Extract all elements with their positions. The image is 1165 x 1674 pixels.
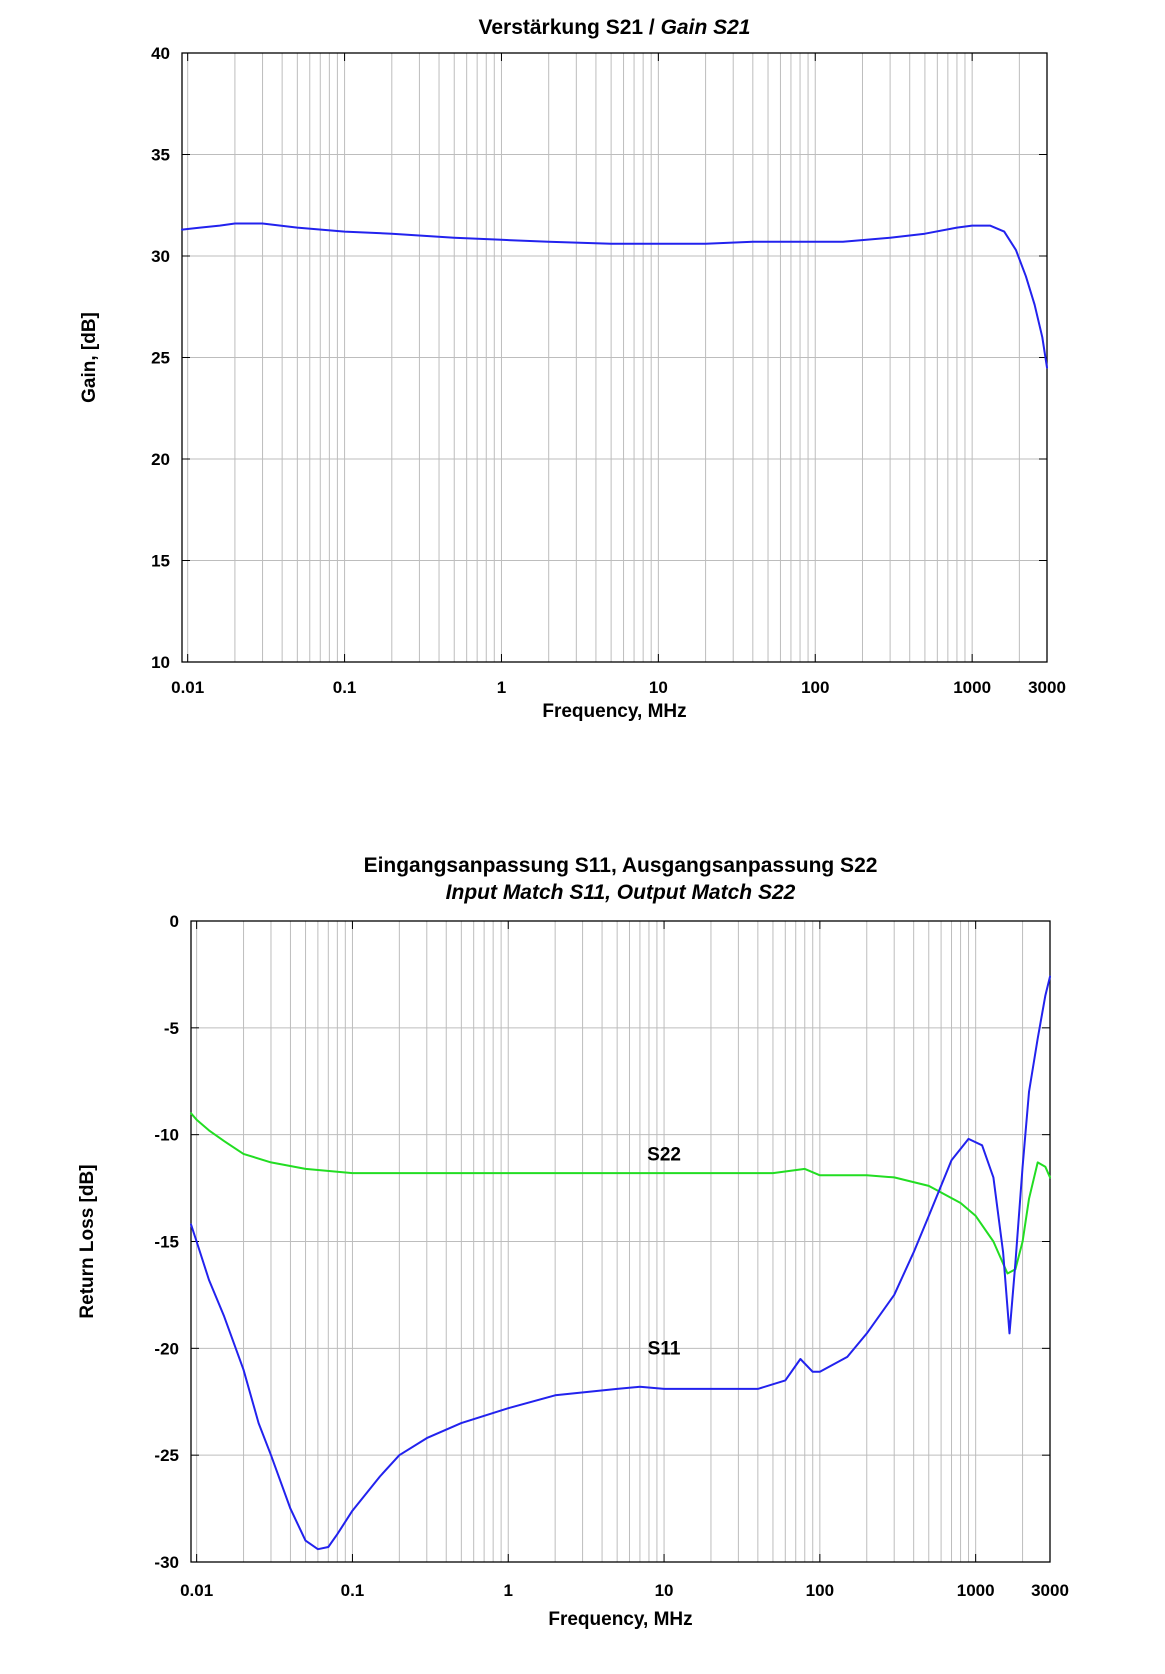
x-tick-label: 1000: [957, 1581, 995, 1600]
grid: [182, 52, 1048, 663]
y-tick-label: 10: [151, 653, 170, 672]
grid: [191, 920, 1051, 1563]
chart-1: Verstärkung S21 / Gain S21 10 15 20 25 30 35 40…: [79, 16, 1066, 722]
x-tick-label: 3000: [1031, 1581, 1069, 1600]
x-tick-label: 0.1: [333, 678, 357, 697]
y-tick-label: 25: [151, 349, 170, 368]
series-label-s11: S11: [648, 1339, 681, 1360]
x-axis-label: Frequency, MHz: [542, 701, 686, 722]
chart-title: Verstärkung S21 / Gain S21: [479, 16, 751, 39]
y-tick-label: 20: [151, 450, 170, 469]
chart-title-main: Verstärkung S21 /: [479, 16, 661, 39]
y-tick-label: 0: [170, 912, 179, 931]
x-tick-label: 100: [806, 1581, 834, 1600]
chart-2: Eingangsanpassung S11, Ausgangsanpassung…: [77, 854, 1069, 1630]
y-tick-label: -5: [164, 1019, 179, 1038]
y-tick-label: -25: [154, 1446, 179, 1465]
x-tick-label: 100: [801, 678, 829, 697]
y-tick-label: 30: [151, 247, 170, 266]
chart-title-main: Eingangsanpassung S11, Ausgangsanpassung…: [364, 854, 878, 877]
chart-subtitle: Input Match S11, Output Match S22: [446, 881, 796, 904]
y-tick-label: -10: [154, 1126, 179, 1145]
chart-title: Eingangsanpassung S11, Ausgangsanpassung…: [364, 854, 878, 877]
x-tick-label: 10: [649, 678, 668, 697]
series-line-gain: [181, 222, 1048, 369]
series-label-s22: S22: [647, 1144, 681, 1165]
y-tick-label: 35: [151, 146, 170, 165]
y-tick-label: 40: [151, 44, 170, 63]
y-tick-label: 15: [151, 552, 170, 571]
x-tick-label: 1: [497, 678, 506, 697]
x-tick-label: 0.01: [171, 678, 204, 697]
series-line-s22: [190, 1112, 1051, 1275]
y-axis-label: Gain, [dB]: [79, 312, 100, 403]
x-tick-label: 10: [655, 1581, 674, 1600]
x-axis-label: Frequency, MHz: [548, 1609, 692, 1630]
x-tick-label: 3000: [1028, 678, 1066, 697]
x-tick-label: 1: [504, 1581, 513, 1600]
y-tick-label: -30: [154, 1553, 179, 1572]
y-tick-label: -15: [154, 1233, 179, 1252]
x-tick-label: 0.1: [341, 1581, 365, 1600]
y-tick-label: -20: [154, 1339, 179, 1358]
series-line-s11: [190, 975, 1051, 1551]
x-tick-label: 1000: [953, 678, 991, 697]
y-axis-label: Return Loss [dB]: [77, 1164, 98, 1318]
chart-title-italic: Gain S21: [661, 16, 751, 39]
x-tick-label: 0.01: [180, 1581, 213, 1600]
